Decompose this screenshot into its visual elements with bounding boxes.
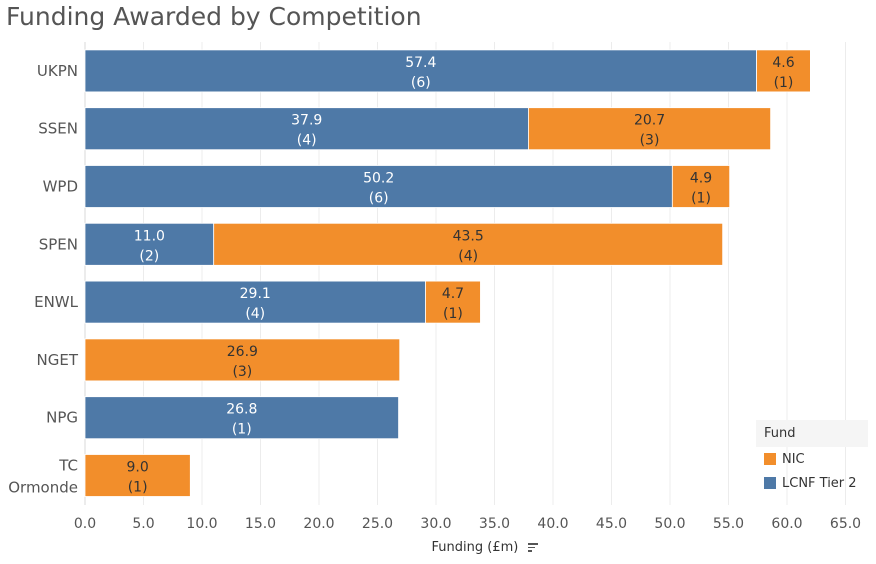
- nic-bar-value-label: 4.6: [772, 55, 794, 71]
- legend[interactable]: Fund NIC LCNF Tier 2: [756, 420, 868, 495]
- nic-bar: [756, 49, 811, 93]
- nic-bar: [84, 454, 191, 497]
- nic-bar-value-label: 9.0: [127, 460, 149, 476]
- category-label: ENWL: [34, 293, 79, 311]
- x-axis-title-wrap: Funding (£m): [0, 540, 876, 555]
- category-label: SPEN: [39, 235, 78, 253]
- x-tick-label: 15.0: [245, 516, 276, 532]
- lcnf-bar-count-label: (4): [245, 306, 265, 322]
- category-label: SSEN: [38, 120, 78, 138]
- x-tick-label: 10.0: [186, 516, 217, 532]
- lcnf-bar-value-label: 11.0: [134, 228, 165, 244]
- category-label: UKPN: [37, 62, 78, 80]
- x-tick-label: 60.0: [771, 516, 802, 532]
- lcnf-bar-value-label: 50.2: [363, 171, 394, 187]
- x-tick-label: 50.0: [654, 516, 685, 532]
- nic-bar-value-label: 20.7: [634, 113, 665, 129]
- lcnf-bar-count-label: (6): [369, 191, 389, 207]
- nic-bar-count-label: (1): [691, 191, 711, 207]
- x-tick-label: 5.0: [132, 516, 154, 532]
- lcnf-bar: [84, 49, 757, 93]
- x-tick-label: 0.0: [74, 516, 96, 532]
- sort-icon[interactable]: [528, 541, 539, 554]
- nic-bar-value-label: 4.9: [690, 171, 712, 187]
- legend-title: Fund: [756, 420, 868, 447]
- nic-bar: [671, 165, 731, 208]
- x-tick-label: 40.0: [537, 516, 568, 532]
- lcnf-bar-value-label: 26.8: [226, 402, 257, 418]
- chart-title: Funding Awarded by Competition: [6, 2, 422, 31]
- category-label: TC: [58, 457, 78, 475]
- nic-bar-count-label: (3): [640, 133, 660, 149]
- x-tick-label: 45.0: [596, 516, 627, 532]
- lcnf-bar-value-label: 37.9: [291, 113, 322, 129]
- category-label: WPD: [43, 178, 78, 196]
- lcnf-bar: [84, 107, 529, 151]
- nic-bar: [213, 222, 724, 266]
- category-label: NGET: [37, 351, 79, 369]
- legend-swatch-nic: [764, 453, 776, 465]
- x-tick-label: 65.0: [830, 516, 861, 532]
- nic-bar-count-label: (1): [128, 480, 148, 496]
- lcnf-bar-count-label: (1): [232, 422, 252, 438]
- legend-swatch-lcnf: [764, 477, 776, 489]
- lcnf-bar-count-label: (6): [411, 75, 431, 91]
- nic-bar: [425, 280, 481, 324]
- lcnf-bar-value-label: 57.4: [405, 55, 436, 71]
- x-tick-label: 25.0: [362, 516, 393, 532]
- nic-bar-value-label: 43.5: [453, 228, 484, 244]
- lcnf-bar: [84, 396, 399, 440]
- nic-bar-count-label: (1): [443, 306, 463, 322]
- lcnf-bar: [84, 222, 215, 266]
- lcnf-bar-value-label: 29.1: [240, 286, 271, 302]
- legend-label-lcnf: LCNF Tier 2: [782, 475, 857, 491]
- legend-item-nic[interactable]: NIC: [756, 447, 868, 471]
- nic-bar-value-label: 4.7: [442, 286, 464, 302]
- category-label: NPG: [46, 409, 78, 427]
- lcnf-bar-count-label: (2): [139, 248, 159, 264]
- nic-bar: [84, 338, 401, 382]
- nic-bar-value-label: 26.9: [227, 344, 258, 360]
- nic-bar-count-label: (1): [774, 75, 794, 91]
- nic-bar-count-label: (3): [232, 364, 252, 380]
- x-tick-label: 55.0: [713, 516, 744, 532]
- x-tick-label: 30.0: [420, 516, 451, 532]
- nic-bar: [528, 107, 772, 151]
- x-axis-title: Funding (£m): [431, 540, 519, 555]
- category-label: Ormonde: [8, 479, 78, 497]
- x-tick-label: 20.0: [303, 516, 334, 532]
- legend-label-nic: NIC: [782, 451, 805, 467]
- lcnf-bar-count-label: (4): [297, 133, 317, 149]
- legend-item-lcnf[interactable]: LCNF Tier 2: [756, 471, 868, 495]
- nic-bar-count-label: (4): [458, 248, 478, 264]
- x-tick-label: 35.0: [479, 516, 510, 532]
